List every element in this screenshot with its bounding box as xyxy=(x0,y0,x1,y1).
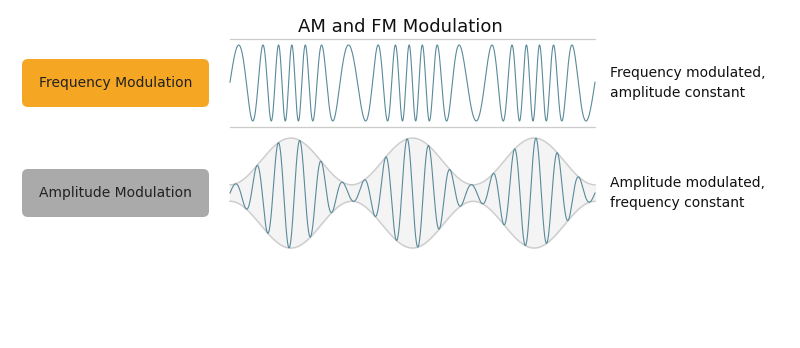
Text: Frequency Modulation: Frequency Modulation xyxy=(39,76,192,90)
FancyBboxPatch shape xyxy=(22,59,209,107)
Text: Amplitude modulated,
frequency constant: Amplitude modulated, frequency constant xyxy=(610,176,765,210)
Text: Amplitude Modulation: Amplitude Modulation xyxy=(39,186,192,200)
Text: AM and FM Modulation: AM and FM Modulation xyxy=(298,18,502,36)
FancyBboxPatch shape xyxy=(22,169,209,217)
Text: Frequency modulated,
amplitude constant: Frequency modulated, amplitude constant xyxy=(610,66,766,100)
